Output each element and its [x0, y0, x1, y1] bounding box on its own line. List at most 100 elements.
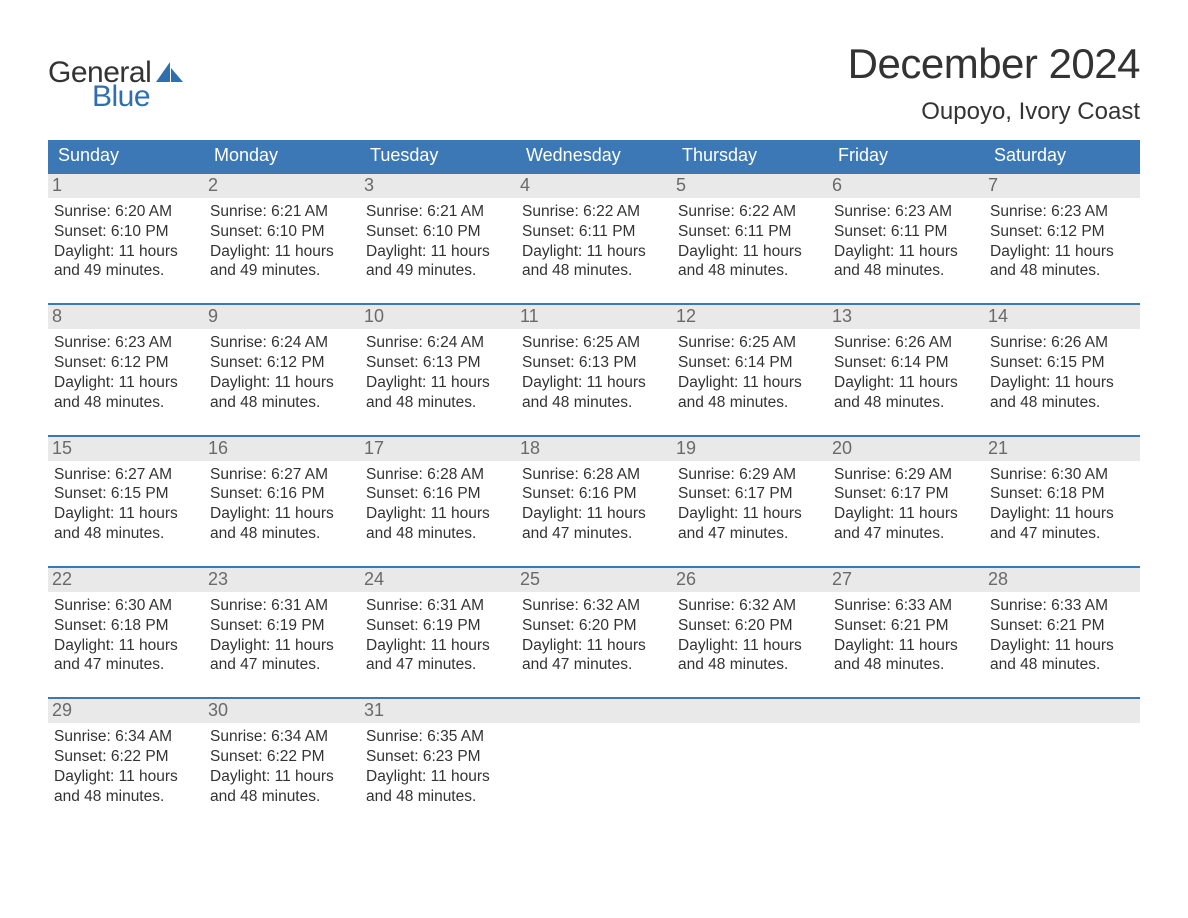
day-cell: 1Sunrise: 6:20 AMSunset: 6:10 PMDaylight… — [48, 174, 204, 289]
daylight-line: Daylight: 11 hours and 47 minutes. — [522, 504, 666, 544]
daylight-line: Daylight: 11 hours and 48 minutes. — [834, 373, 978, 413]
sunset-line: Sunset: 6:11 PM — [834, 222, 978, 242]
daylight-line: Daylight: 11 hours and 48 minutes. — [54, 767, 198, 807]
sunrise-line: Sunrise: 6:33 AM — [990, 596, 1134, 616]
sunset-line: Sunset: 6:16 PM — [210, 484, 354, 504]
sunset-line: Sunset: 6:16 PM — [366, 484, 510, 504]
day-cell: 6Sunrise: 6:23 AMSunset: 6:11 PMDaylight… — [828, 174, 984, 289]
day-number: 26 — [672, 568, 828, 592]
daylight-line: Daylight: 11 hours and 48 minutes. — [366, 373, 510, 413]
sunset-line: Sunset: 6:20 PM — [522, 616, 666, 636]
sunset-line: Sunset: 6:21 PM — [834, 616, 978, 636]
sunset-line: Sunset: 6:12 PM — [990, 222, 1134, 242]
sunset-line: Sunset: 6:18 PM — [990, 484, 1134, 504]
daylight-line: Daylight: 11 hours and 47 minutes. — [54, 636, 198, 676]
sunrise-line: Sunrise: 6:34 AM — [54, 727, 198, 747]
sunset-line: Sunset: 6:15 PM — [990, 353, 1134, 373]
daylight-line: Daylight: 11 hours and 48 minutes. — [990, 636, 1134, 676]
day-cell: . — [516, 699, 672, 814]
brand-sail-icon — [156, 62, 184, 86]
sunset-line: Sunset: 6:22 PM — [54, 747, 198, 767]
day-cell: . — [984, 699, 1140, 814]
day-cell: . — [828, 699, 984, 814]
sunrise-line: Sunrise: 6:22 AM — [678, 202, 822, 222]
daylight-line: Daylight: 11 hours and 48 minutes. — [678, 636, 822, 676]
day-number: . — [984, 699, 1140, 723]
sunrise-line: Sunrise: 6:21 AM — [210, 202, 354, 222]
sunrise-line: Sunrise: 6:23 AM — [834, 202, 978, 222]
brand-logo: General Blue — [48, 40, 184, 112]
day-number: . — [828, 699, 984, 723]
day-number: 8 — [48, 305, 204, 329]
week-row: 22Sunrise: 6:30 AMSunset: 6:18 PMDayligh… — [48, 566, 1140, 683]
day-number: 23 — [204, 568, 360, 592]
sunrise-line: Sunrise: 6:27 AM — [54, 465, 198, 485]
day-number: 5 — [672, 174, 828, 198]
sunset-line: Sunset: 6:19 PM — [210, 616, 354, 636]
day-number: 15 — [48, 437, 204, 461]
sunset-line: Sunset: 6:17 PM — [834, 484, 978, 504]
day-number: 9 — [204, 305, 360, 329]
day-cell: 17Sunrise: 6:28 AMSunset: 6:16 PMDayligh… — [360, 437, 516, 552]
daylight-line: Daylight: 11 hours and 47 minutes. — [366, 636, 510, 676]
daylight-line: Daylight: 11 hours and 47 minutes. — [522, 636, 666, 676]
day-cell: 19Sunrise: 6:29 AMSunset: 6:17 PMDayligh… — [672, 437, 828, 552]
day-cell: . — [672, 699, 828, 814]
day-number: 3 — [360, 174, 516, 198]
sunset-line: Sunset: 6:11 PM — [522, 222, 666, 242]
daylight-line: Daylight: 11 hours and 47 minutes. — [834, 504, 978, 544]
sunrise-line: Sunrise: 6:21 AM — [366, 202, 510, 222]
day-cell: 16Sunrise: 6:27 AMSunset: 6:16 PMDayligh… — [204, 437, 360, 552]
day-cell: 18Sunrise: 6:28 AMSunset: 6:16 PMDayligh… — [516, 437, 672, 552]
day-cell: 23Sunrise: 6:31 AMSunset: 6:19 PMDayligh… — [204, 568, 360, 683]
sunset-line: Sunset: 6:16 PM — [522, 484, 666, 504]
daylight-line: Daylight: 11 hours and 48 minutes. — [522, 242, 666, 282]
day-cell: 14Sunrise: 6:26 AMSunset: 6:15 PMDayligh… — [984, 305, 1140, 420]
sunrise-line: Sunrise: 6:25 AM — [678, 333, 822, 353]
sunrise-line: Sunrise: 6:32 AM — [522, 596, 666, 616]
day-number: . — [672, 699, 828, 723]
daylight-line: Daylight: 11 hours and 48 minutes. — [210, 504, 354, 544]
day-number: 17 — [360, 437, 516, 461]
sunrise-line: Sunrise: 6:26 AM — [990, 333, 1134, 353]
daylight-line: Daylight: 11 hours and 49 minutes. — [210, 242, 354, 282]
day-number: 12 — [672, 305, 828, 329]
day-number: 29 — [48, 699, 204, 723]
daylight-line: Daylight: 11 hours and 49 minutes. — [366, 242, 510, 282]
day-number: 4 — [516, 174, 672, 198]
calendar-page: General Blue December 2024 Oupoyo, Ivory… — [0, 0, 1188, 918]
daylight-line: Daylight: 11 hours and 47 minutes. — [210, 636, 354, 676]
sunrise-line: Sunrise: 6:31 AM — [366, 596, 510, 616]
daylight-line: Daylight: 11 hours and 47 minutes. — [990, 504, 1134, 544]
daylight-line: Daylight: 11 hours and 47 minutes. — [678, 504, 822, 544]
day-number: 20 — [828, 437, 984, 461]
sunrise-line: Sunrise: 6:34 AM — [210, 727, 354, 747]
day-cell: 28Sunrise: 6:33 AMSunset: 6:21 PMDayligh… — [984, 568, 1140, 683]
dow-cell: Sunday — [48, 140, 204, 172]
day-cell: 12Sunrise: 6:25 AMSunset: 6:14 PMDayligh… — [672, 305, 828, 420]
sunset-line: Sunset: 6:12 PM — [54, 353, 198, 373]
day-number: 30 — [204, 699, 360, 723]
sunrise-line: Sunrise: 6:23 AM — [990, 202, 1134, 222]
daylight-line: Daylight: 11 hours and 48 minutes. — [366, 504, 510, 544]
day-cell: 7Sunrise: 6:23 AMSunset: 6:12 PMDaylight… — [984, 174, 1140, 289]
day-number: 24 — [360, 568, 516, 592]
sunset-line: Sunset: 6:19 PM — [366, 616, 510, 636]
sunset-line: Sunset: 6:15 PM — [54, 484, 198, 504]
title-location: Oupoyo, Ivory Coast — [848, 98, 1140, 126]
sunset-line: Sunset: 6:10 PM — [54, 222, 198, 242]
day-cell: 10Sunrise: 6:24 AMSunset: 6:13 PMDayligh… — [360, 305, 516, 420]
day-number: 27 — [828, 568, 984, 592]
sunrise-line: Sunrise: 6:25 AM — [522, 333, 666, 353]
sunset-line: Sunset: 6:12 PM — [210, 353, 354, 373]
sunset-line: Sunset: 6:11 PM — [678, 222, 822, 242]
sunrise-line: Sunrise: 6:30 AM — [54, 596, 198, 616]
sunset-line: Sunset: 6:10 PM — [366, 222, 510, 242]
day-cell: 15Sunrise: 6:27 AMSunset: 6:15 PMDayligh… — [48, 437, 204, 552]
title-block: December 2024 Oupoyo, Ivory Coast — [848, 40, 1140, 126]
day-cell: 9Sunrise: 6:24 AMSunset: 6:12 PMDaylight… — [204, 305, 360, 420]
day-cell: 3 Sunrise: 6:21 AMSunset: 6:10 PMDaylight… — [360, 174, 516, 289]
day-cell: 21Sunrise: 6:30 AMSunset: 6:18 PMDayligh… — [984, 437, 1140, 552]
day-cell: 13Sunrise: 6:26 AMSunset: 6:14 PMDayligh… — [828, 305, 984, 420]
daylight-line: Daylight: 11 hours and 48 minutes. — [834, 636, 978, 676]
